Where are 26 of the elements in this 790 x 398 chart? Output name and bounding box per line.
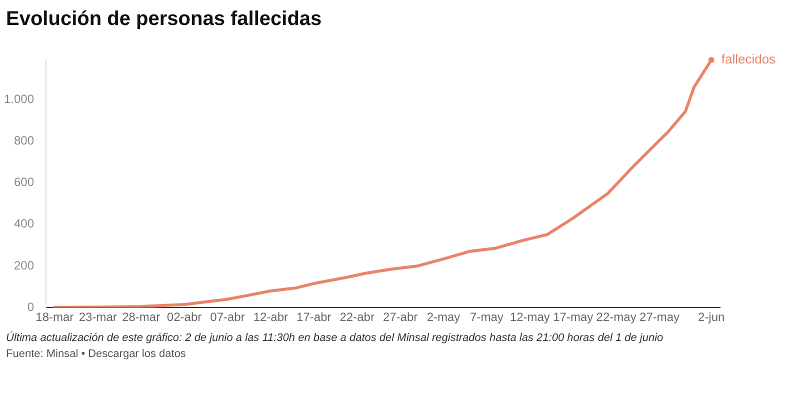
y-tick-label: 400 — [14, 216, 34, 231]
y-tick-label: 0 — [27, 300, 34, 314]
x-tick-label: 2-may — [426, 310, 460, 324]
x-tick-label: 27-abr — [382, 310, 418, 324]
x-tick-label: 12-abr — [253, 310, 288, 324]
x-tick-label: 27-may — [640, 310, 680, 324]
source-note: Fuente: Minsal • Descargar los datos — [6, 348, 187, 360]
x-tick-label: 17-may — [553, 310, 594, 324]
x-tick-label: 07-abr — [210, 310, 245, 324]
y-tick-label: 1.000 — [4, 92, 34, 106]
x-tick-label: 17-abr — [296, 310, 332, 324]
x-tick-label: 2-jun — [698, 310, 725, 324]
x-tick-label: 22-may — [596, 310, 636, 324]
x-tick-label: 12-may — [510, 310, 550, 324]
x-tick-label: 7-may — [470, 310, 504, 324]
x-tick-label: 02-abr — [166, 310, 202, 324]
series-label: fallecidos — [721, 52, 776, 67]
x-tick-label: 23-mar — [78, 310, 117, 324]
x-tick-label: 28-mar — [122, 310, 160, 324]
y-tick-label: 600 — [14, 175, 34, 190]
chart-title: Evolución de personas fallecidas — [6, 8, 323, 32]
y-tick-label: 800 — [14, 133, 34, 148]
x-tick-label: 18-mar — [36, 310, 74, 324]
text: Última actualización de este gráfico: 2 de junio a las 11:30h en base a datos del Minsal registrados hasta las 21:00 horas del 1 de junio — [6, 332, 664, 344]
y-tick-label: 200 — [14, 258, 34, 272]
x-tick-label: 22-abr — [340, 310, 374, 324]
